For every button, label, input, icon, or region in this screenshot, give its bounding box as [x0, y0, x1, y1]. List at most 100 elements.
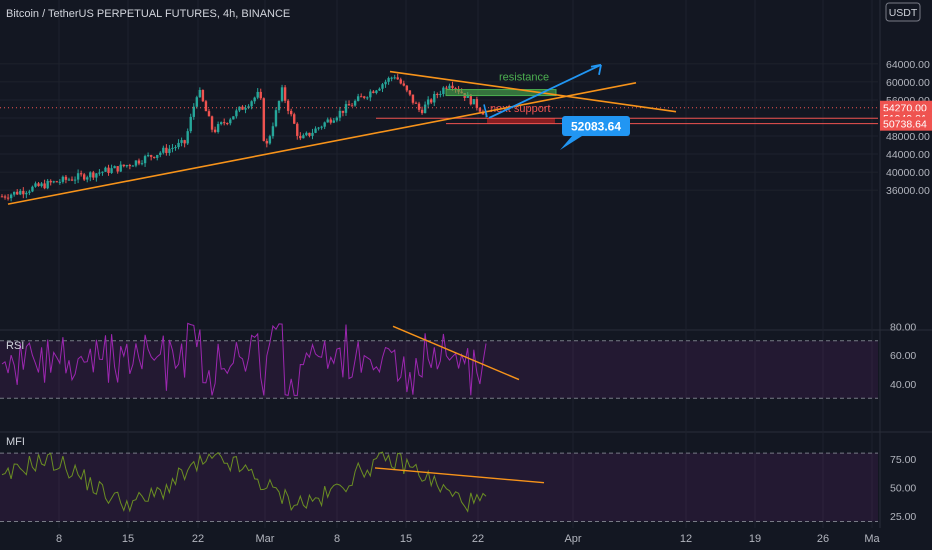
- rsi-tick-label: 80.00: [890, 321, 916, 333]
- candle-body: [180, 140, 183, 143]
- mfi-divergence-line: [374, 467, 545, 484]
- candle-body: [247, 106, 250, 109]
- candle-body: [52, 181, 55, 183]
- projection-up-line: [488, 63, 602, 119]
- candle-body: [9, 194, 13, 199]
- candle-body: [445, 87, 448, 89]
- candle-body: [250, 101, 253, 107]
- candle-body: [393, 77, 396, 79]
- candle-body: [414, 102, 418, 104]
- candle-body: [159, 152, 162, 155]
- candle-body: [131, 165, 135, 167]
- descending-trendline: [389, 70, 677, 113]
- rsi-divergence-line: [392, 325, 520, 381]
- candle-body: [253, 97, 256, 102]
- candle-body: [451, 85, 454, 89]
- candle-body: [34, 183, 37, 187]
- resistance-text: resistance: [499, 72, 549, 84]
- candle-body: [58, 181, 62, 183]
- price-tick-label: 48000.00: [886, 131, 930, 143]
- x-tick-label: 8: [334, 533, 340, 545]
- candle-body: [82, 174, 86, 180]
- candle-body: [353, 100, 357, 106]
- candle-body: [113, 166, 116, 169]
- candle-body: [408, 90, 412, 95]
- candle-body: [350, 105, 354, 107]
- candle-body: [359, 96, 363, 98]
- candle-body: [201, 90, 205, 102]
- candle-body: [265, 140, 269, 144]
- candle-body: [25, 192, 28, 195]
- candle-body: [128, 165, 132, 167]
- candle-body: [64, 176, 68, 180]
- candle-body: [338, 110, 342, 118]
- candle-body: [229, 119, 232, 124]
- candle-body: [356, 96, 360, 101]
- candle-body: [436, 93, 439, 96]
- mfi-band: [0, 453, 878, 522]
- candle-body: [125, 165, 129, 167]
- next-support-text: next support: [490, 103, 551, 115]
- candle-body: [442, 87, 445, 95]
- candle-body: [156, 154, 159, 158]
- candle-body: [95, 173, 98, 178]
- candle-body: [107, 167, 110, 173]
- x-tick-label: Ma: [864, 533, 880, 545]
- candle-body: [198, 90, 202, 98]
- candle-body: [302, 135, 305, 139]
- mfi-tick-label: 75.00: [890, 454, 916, 466]
- candle-body: [399, 79, 402, 84]
- candle-body: [6, 197, 10, 199]
- candle-body: [183, 140, 186, 144]
- candle-body: [274, 110, 278, 127]
- candle-body: [454, 88, 457, 90]
- candle-body: [146, 155, 150, 157]
- candle-body: [411, 94, 415, 103]
- candle-body: [478, 108, 482, 112]
- candle-body: [262, 98, 265, 141]
- candle-body: [390, 77, 393, 79]
- candle-body: [326, 119, 329, 123]
- x-tick-label: 12: [680, 533, 692, 545]
- candle-body: [320, 126, 323, 128]
- rsi-band: [0, 340, 878, 399]
- candle-body: [402, 83, 406, 86]
- candle-body: [286, 100, 290, 111]
- price-tick-label: 44000.00: [886, 149, 930, 161]
- currency-label: USDT: [889, 7, 918, 19]
- x-tick-label: 8: [56, 533, 62, 545]
- candle-body: [259, 91, 262, 99]
- candle-body: [299, 135, 302, 139]
- candle-body: [469, 94, 472, 105]
- x-tick-label: 19: [749, 533, 761, 545]
- candle-body: [89, 172, 92, 178]
- arrow-head-icon: [590, 63, 602, 75]
- price-tick-label: 36000.00: [886, 185, 930, 197]
- price-tick-label: 40000.00: [886, 167, 930, 179]
- candle-body: [241, 106, 244, 110]
- candle-body: [235, 110, 238, 117]
- candle-body: [405, 85, 409, 91]
- candle-body: [92, 172, 95, 178]
- candle-body: [439, 94, 442, 96]
- candle-body: [119, 164, 122, 172]
- candle-body: [433, 93, 436, 103]
- candle-body: [344, 104, 348, 113]
- candle-body: [43, 183, 46, 189]
- candle-body: [171, 147, 174, 149]
- candle-body: [366, 97, 369, 99]
- candle-body: [0, 196, 4, 198]
- candle-body: [268, 136, 272, 144]
- x-tick-label: 15: [400, 533, 412, 545]
- candle-body: [46, 180, 49, 189]
- candle-body: [426, 99, 430, 105]
- candle-body: [110, 168, 113, 173]
- candle-body: [277, 100, 281, 111]
- candle-body: [417, 103, 421, 110]
- candle-body: [28, 191, 31, 193]
- candle-body: [162, 147, 165, 153]
- candle-body: [55, 181, 58, 183]
- candle-body: [186, 131, 189, 144]
- candle-body: [189, 116, 192, 132]
